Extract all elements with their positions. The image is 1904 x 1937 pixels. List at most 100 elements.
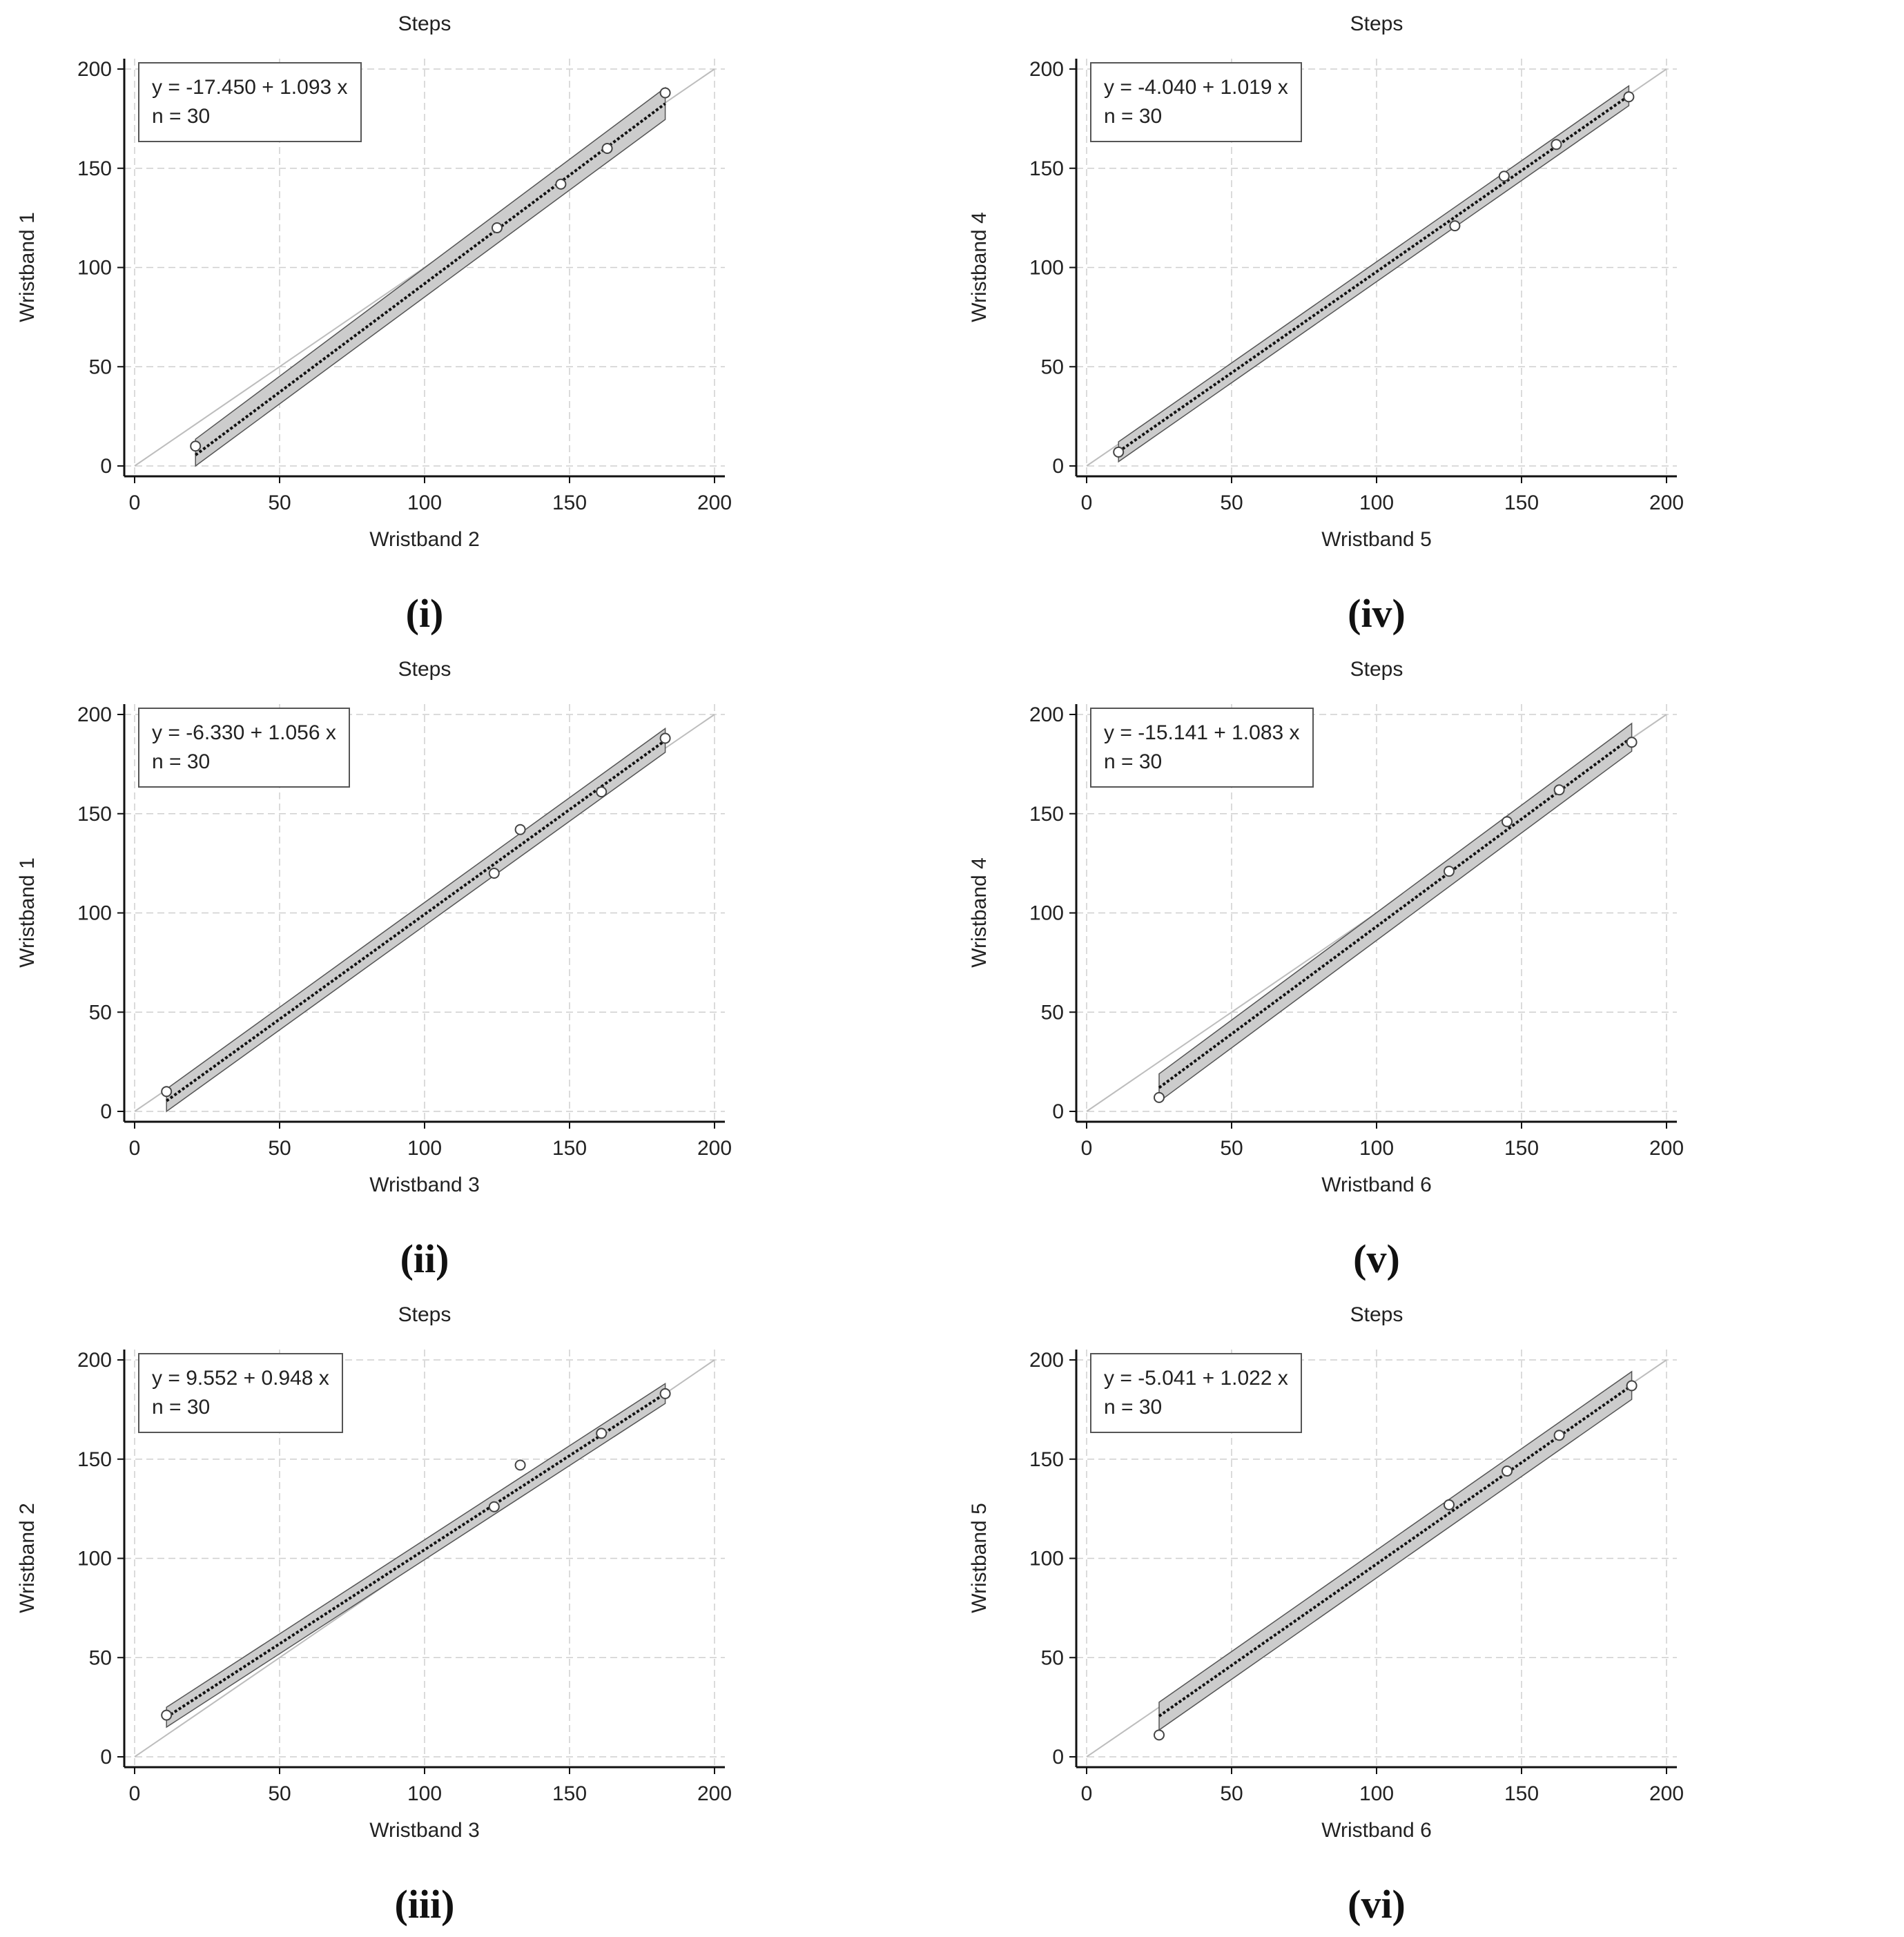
data-point <box>659 87 671 99</box>
data-point <box>1551 139 1562 150</box>
y-tick-label: 0 <box>1052 1100 1064 1123</box>
chart-title: Steps <box>1350 12 1403 35</box>
x-tick-label: 150 <box>1504 491 1539 514</box>
sample-size-text: n = 30 <box>152 1396 211 1419</box>
x-tick-label: 100 <box>407 1137 442 1160</box>
y-tick-label: 200 <box>1029 58 1064 81</box>
data-point <box>492 222 503 233</box>
regression-line <box>195 102 666 456</box>
equation-text: y = -4.040 + 1.019 x <box>1104 76 1288 99</box>
x-axis-label: Wristband 6 <box>1321 1174 1432 1196</box>
confidence-band <box>195 86 666 467</box>
y-tick-label: 50 <box>1041 356 1064 378</box>
panel-label: (i) <box>405 591 444 636</box>
plot-svg: 0 50 100 150 200 0 50 100 150 200 <box>1029 58 1684 514</box>
data-point <box>601 143 613 154</box>
y-tick-label: 0 <box>100 455 112 478</box>
y-axis-label: Wristband 4 <box>968 857 991 968</box>
x-tick-label: 200 <box>697 491 732 514</box>
equation-text: y = 9.552 + 0.948 x <box>152 1367 329 1390</box>
equation-box: y = 9.552 + 0.948 x n = 30 <box>138 1353 343 1433</box>
x-tick-label: 200 <box>697 1137 732 1160</box>
y-tick-label: 200 <box>77 1349 112 1372</box>
x-tick-label: 100 <box>1359 491 1394 514</box>
y-tick-label: 150 <box>1029 157 1064 180</box>
y-axis-label: Wristband 2 <box>16 1502 39 1613</box>
x-tick-label: 0 <box>1081 1137 1093 1160</box>
x-tick-label: 150 <box>552 1782 587 1805</box>
y-tick-label: 100 <box>1029 257 1064 280</box>
y-tick-label: 100 <box>1029 902 1064 925</box>
panel-label: (iv) <box>1348 591 1406 636</box>
x-tick-label: 50 <box>268 1137 291 1160</box>
chart-panel-ii: Steps 0 50 100 150 200 0 50 100 150 200 y = -6.330 … <box>0 645 952 1291</box>
chart-title: Steps <box>1350 658 1403 681</box>
data-point <box>1502 1466 1513 1477</box>
data-point <box>659 1388 671 1399</box>
data-point <box>1553 784 1565 796</box>
data-point <box>1154 1091 1165 1103</box>
data-point <box>1502 816 1513 828</box>
data-point <box>514 824 526 835</box>
y-axis-label: Wristband 1 <box>16 857 39 968</box>
x-tick-label: 200 <box>1649 491 1684 514</box>
x-tick-label: 0 <box>129 491 141 514</box>
regression-line <box>1158 1384 1633 1717</box>
y-axis-label: Wristband 4 <box>968 211 991 322</box>
regression-line <box>1158 736 1633 1089</box>
equation-box: y = -4.040 + 1.019 x n = 30 <box>1090 62 1302 142</box>
y-tick-label: 150 <box>77 157 112 180</box>
equation-box: y = -17.450 + 1.093 x n = 30 <box>138 62 362 142</box>
x-tick-label: 100 <box>407 491 442 514</box>
equation-text: y = -15.141 + 1.083 x <box>1104 721 1300 744</box>
y-tick-label: 100 <box>77 1548 112 1570</box>
x-tick-label: 50 <box>268 1782 291 1805</box>
plot-svg: 0 50 100 150 200 0 50 100 150 200 <box>77 58 732 514</box>
x-tick-label: 150 <box>1504 1782 1539 1805</box>
y-tick-label: 0 <box>100 1746 112 1769</box>
y-tick-label: 50 <box>1041 1001 1064 1024</box>
panel-label: (ii) <box>400 1236 449 1281</box>
y-tick-label: 150 <box>1029 1448 1064 1471</box>
confidence-band <box>166 727 666 1113</box>
data-point <box>1444 1499 1455 1510</box>
x-tick-label: 100 <box>407 1782 442 1805</box>
y-tick-label: 50 <box>89 356 112 378</box>
x-tick-label: 150 <box>552 491 587 514</box>
equation-text: y = -5.041 + 1.022 x <box>1104 1367 1288 1390</box>
y-axis-label: Wristband 1 <box>16 211 39 322</box>
regression-line <box>166 1392 666 1719</box>
x-tick-label: 50 <box>1220 1137 1243 1160</box>
panel-label: (vi) <box>1348 1882 1406 1927</box>
y-tick-label: 50 <box>89 1001 112 1024</box>
y-tick-label: 150 <box>77 1448 112 1471</box>
chart-panel-vi: Steps 0 50 100 150 200 0 50 100 150 200 y = -5.041 … <box>952 1291 1904 1936</box>
data-point <box>1623 91 1635 103</box>
data-point <box>1444 866 1455 877</box>
y-tick-label: 0 <box>1052 455 1064 478</box>
chart-title: Steps <box>398 658 451 681</box>
data-point <box>1626 1380 1638 1392</box>
data-point <box>1553 1430 1565 1441</box>
confidence-band <box>1158 1370 1633 1731</box>
y-axis-label: Wristband 5 <box>968 1502 991 1613</box>
x-axis-label: Wristband 2 <box>369 528 480 551</box>
x-tick-label: 0 <box>129 1782 141 1805</box>
data-point <box>555 178 567 190</box>
x-tick-label: 0 <box>129 1137 141 1160</box>
y-tick-label: 0 <box>100 1100 112 1123</box>
equation-text: y = -17.450 + 1.093 x <box>152 76 348 99</box>
x-tick-label: 200 <box>697 1782 732 1805</box>
y-tick-label: 100 <box>77 257 112 280</box>
y-tick-label: 100 <box>77 902 112 925</box>
y-tick-label: 200 <box>77 703 112 726</box>
chart-title: Steps <box>398 12 451 35</box>
x-tick-label: 150 <box>552 1137 587 1160</box>
plot-svg: 0 50 100 150 200 0 50 100 150 200 <box>77 1349 732 1805</box>
x-tick-label: 50 <box>268 491 291 514</box>
y-tick-label: 200 <box>77 58 112 81</box>
y-tick-label: 150 <box>77 803 112 826</box>
y-tick-label: 0 <box>1052 1746 1064 1769</box>
x-tick-label: 50 <box>1220 1782 1243 1805</box>
